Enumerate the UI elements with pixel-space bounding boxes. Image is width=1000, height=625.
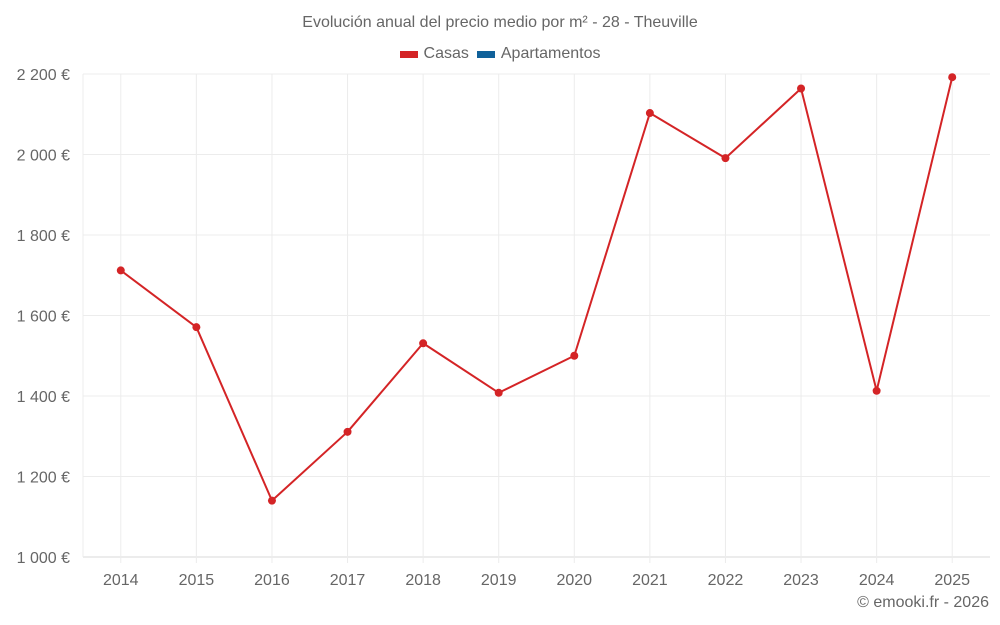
x-tick-label: 2022 — [708, 572, 744, 589]
data-point[interactable] — [116, 266, 125, 275]
series-line-casas — [120, 76, 954, 502]
x-tick-label: 2021 — [632, 572, 668, 589]
credit-text: © emooki.fr - 2026 — [857, 594, 989, 611]
gridlines — [82, 73, 990, 563]
x-axis: 2014 2015 2016 2017 2018 2019 2020 2021 2022 2023… — [103, 572, 970, 589]
y-tick-label: 1 000 € — [17, 550, 70, 567]
y-tick-label: 2 200 € — [17, 67, 70, 84]
data-point[interactable] — [872, 386, 881, 395]
data-point[interactable] — [721, 154, 730, 163]
legend-label-apartamentos: Apartamentos — [500, 45, 601, 62]
y-tick-label: 1 800 € — [17, 228, 70, 245]
data-point[interactable] — [948, 73, 957, 82]
data-point[interactable] — [797, 84, 806, 93]
data-point[interactable] — [645, 109, 654, 118]
x-tick-label: 2017 — [330, 572, 366, 589]
x-tick-label: 2019 — [481, 572, 517, 589]
data-point[interactable] — [192, 323, 201, 332]
legend-item-casas[interactable]: Casas — [399, 45, 469, 63]
x-tick-label: 2015 — [179, 572, 215, 589]
x-tick-label: 2025 — [934, 572, 970, 589]
data-point[interactable] — [267, 496, 276, 505]
y-tick-label: 1 200 € — [17, 470, 70, 487]
legend-label-casas: Casas — [423, 45, 469, 62]
series-casas — [116, 73, 957, 505]
chart-title: Evolución anual del precio medio por m² … — [302, 14, 698, 31]
legend-swatch-apartamentos — [476, 50, 495, 58]
y-tick-label: 1 600 € — [17, 309, 70, 326]
data-point[interactable] — [419, 339, 428, 348]
x-tick-label: 2020 — [556, 572, 592, 589]
data-point[interactable] — [570, 351, 579, 360]
x-tick-label: 2016 — [254, 572, 290, 589]
x-tick-label: 2018 — [405, 572, 441, 589]
legend-swatch-casas — [399, 50, 418, 58]
y-tick-label: 1 400 € — [17, 389, 70, 406]
x-tick-label: 2014 — [103, 572, 139, 589]
x-tick-label: 2024 — [859, 572, 895, 589]
legend-item-apartamentos[interactable]: Apartamentos — [476, 45, 601, 63]
legend: Casas Apartamentos — [0, 45, 1000, 63]
data-point[interactable] — [494, 388, 503, 397]
x-tick-label: 2023 — [783, 572, 819, 589]
y-tick-label: 2 000 € — [17, 148, 70, 165]
data-point[interactable] — [343, 427, 352, 436]
y-axis: 1 000 € 1 200 € 1 400 € 1 600 € 1 800 € 2 000… — [17, 67, 70, 567]
